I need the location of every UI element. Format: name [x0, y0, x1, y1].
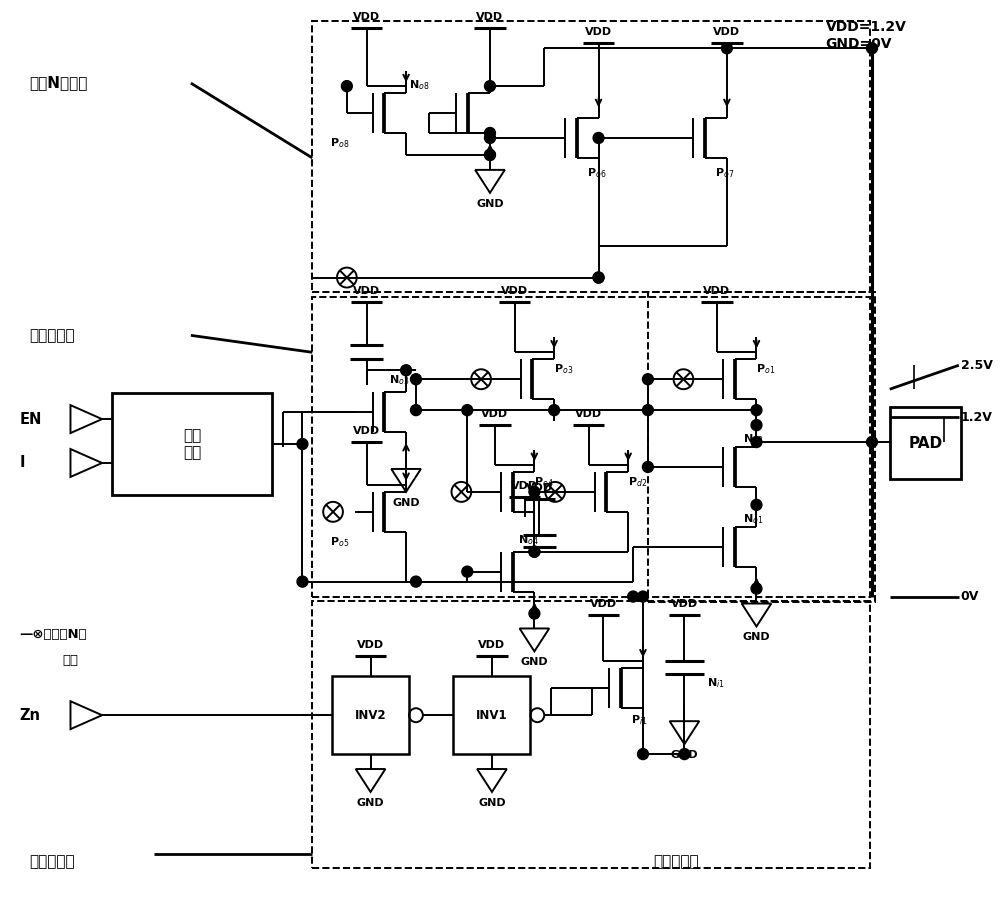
Text: N$_{o8}$: N$_{o8}$ [409, 78, 430, 92]
Circle shape [593, 272, 604, 283]
Text: P$_{o7}$: P$_{o7}$ [715, 166, 734, 180]
Circle shape [751, 500, 762, 511]
Circle shape [485, 132, 495, 143]
Text: N$_{o4}$: N$_{o4}$ [518, 532, 538, 547]
Text: 输入级电路: 输入级电路 [29, 853, 75, 869]
Text: GND: GND [476, 199, 504, 209]
Text: N$_{o1}$: N$_{o1}$ [743, 512, 763, 526]
Circle shape [401, 365, 412, 375]
Circle shape [679, 748, 690, 759]
Circle shape [751, 583, 762, 594]
Text: 栊跟踪电路: 栊跟踪电路 [29, 327, 75, 343]
Circle shape [529, 546, 540, 557]
Circle shape [529, 546, 540, 557]
Text: P$_{i1}$: P$_{i1}$ [631, 713, 648, 727]
Text: P$_{o4}$: P$_{o4}$ [534, 475, 554, 489]
Text: EN: EN [19, 412, 42, 426]
Circle shape [642, 462, 653, 473]
Text: VDD: VDD [703, 287, 731, 297]
Text: 浮动N阱电路: 浮动N阱电路 [29, 75, 87, 91]
Circle shape [751, 436, 762, 447]
Circle shape [411, 374, 421, 385]
Text: VDD: VDD [478, 640, 506, 650]
Text: VDD: VDD [713, 27, 740, 37]
Text: GND: GND [743, 632, 770, 642]
Text: PAD: PAD [908, 435, 942, 451]
Circle shape [411, 405, 421, 415]
Circle shape [485, 81, 495, 92]
Circle shape [411, 576, 421, 587]
Text: VDD: VDD [353, 13, 380, 23]
Text: I: I [19, 455, 25, 471]
Text: Zn: Zn [19, 707, 40, 723]
Text: VDD: VDD [353, 426, 380, 436]
Text: GND: GND [521, 658, 548, 668]
Circle shape [341, 81, 352, 92]
Circle shape [638, 591, 648, 602]
Text: INV2: INV2 [355, 708, 386, 722]
Circle shape [867, 43, 877, 54]
Circle shape [485, 128, 495, 139]
Text: P$_{d2}$: P$_{d2}$ [628, 475, 648, 489]
Circle shape [485, 150, 495, 161]
Circle shape [593, 272, 604, 283]
Circle shape [462, 405, 473, 415]
Text: P$_{o5}$: P$_{o5}$ [330, 535, 349, 549]
Circle shape [638, 748, 648, 759]
Text: N$_{o3}$: N$_{o3}$ [389, 374, 410, 387]
Text: GND: GND [357, 798, 384, 808]
Text: P$_{o6}$: P$_{o6}$ [587, 166, 606, 180]
Text: VDD: VDD [671, 599, 698, 609]
Text: INV1: INV1 [476, 708, 508, 722]
Text: VDD: VDD [526, 483, 553, 493]
Text: P$_{o1}$: P$_{o1}$ [756, 363, 776, 376]
Text: VDD: VDD [501, 287, 528, 297]
Text: VDD=1.2V
GND=0V: VDD=1.2V GND=0V [826, 20, 906, 51]
Text: 输出级电路: 输出级电路 [653, 853, 698, 869]
Circle shape [642, 405, 653, 415]
Text: 1.2V: 1.2V [961, 411, 993, 424]
Text: VDD: VDD [575, 409, 602, 419]
Text: N$_{i1}$: N$_{i1}$ [707, 677, 725, 690]
Circle shape [628, 591, 639, 602]
Circle shape [593, 132, 604, 143]
Circle shape [721, 43, 732, 54]
Circle shape [549, 405, 560, 415]
Text: GND: GND [671, 750, 698, 760]
Text: VDD: VDD [481, 409, 508, 419]
Text: 预驱
动器: 预驱 动器 [183, 428, 201, 460]
Circle shape [751, 405, 762, 415]
Text: VDD: VDD [476, 13, 504, 23]
Circle shape [297, 576, 308, 587]
Circle shape [751, 420, 762, 431]
Text: GND: GND [392, 498, 420, 508]
Text: 0V: 0V [961, 590, 979, 603]
Text: N$_{o2}$: N$_{o2}$ [743, 432, 763, 446]
Text: P$_{o3}$: P$_{o3}$ [554, 363, 573, 376]
Circle shape [642, 374, 653, 385]
Text: VDD: VDD [585, 27, 612, 37]
Circle shape [462, 566, 473, 577]
Text: 2.5V: 2.5V [961, 359, 993, 372]
Text: 电路: 电路 [63, 654, 79, 668]
Text: GND: GND [478, 798, 506, 808]
Text: VDD: VDD [357, 640, 384, 650]
Circle shape [867, 436, 877, 447]
Text: VDD: VDD [590, 599, 617, 609]
Circle shape [297, 439, 308, 450]
Text: —⊗：浮动N阱: —⊗：浮动N阱 [19, 629, 87, 641]
Text: VDD: VDD [511, 481, 538, 491]
Text: VDD: VDD [353, 287, 380, 297]
Text: P$_{o8}$: P$_{o8}$ [330, 136, 349, 150]
Circle shape [529, 608, 540, 619]
Circle shape [529, 486, 540, 497]
Circle shape [485, 150, 495, 161]
